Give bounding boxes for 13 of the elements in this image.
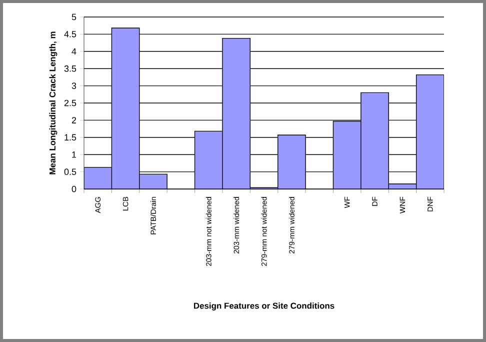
x-axis-title: Design Features or Site Conditions xyxy=(194,302,334,310)
y-tick-label: 5 xyxy=(72,14,76,20)
y-axis-title: Mean Longitudinal Crack Length, m xyxy=(49,32,58,174)
y-tick-label: 0.5 xyxy=(64,168,76,175)
y-tick-label: 0 xyxy=(72,186,76,192)
y-tick-label: 4 xyxy=(72,48,76,54)
y-tick-label: 1 xyxy=(72,152,76,158)
y-tick-label: 1.5 xyxy=(64,134,76,141)
y-tick-label: 2.5 xyxy=(64,100,76,106)
y-tick-label: 3.5 xyxy=(64,65,76,72)
y-tick-label: 4.5 xyxy=(64,31,76,38)
y-tick-label: 3 xyxy=(72,82,76,89)
y-tick-label: 2 xyxy=(72,117,76,124)
